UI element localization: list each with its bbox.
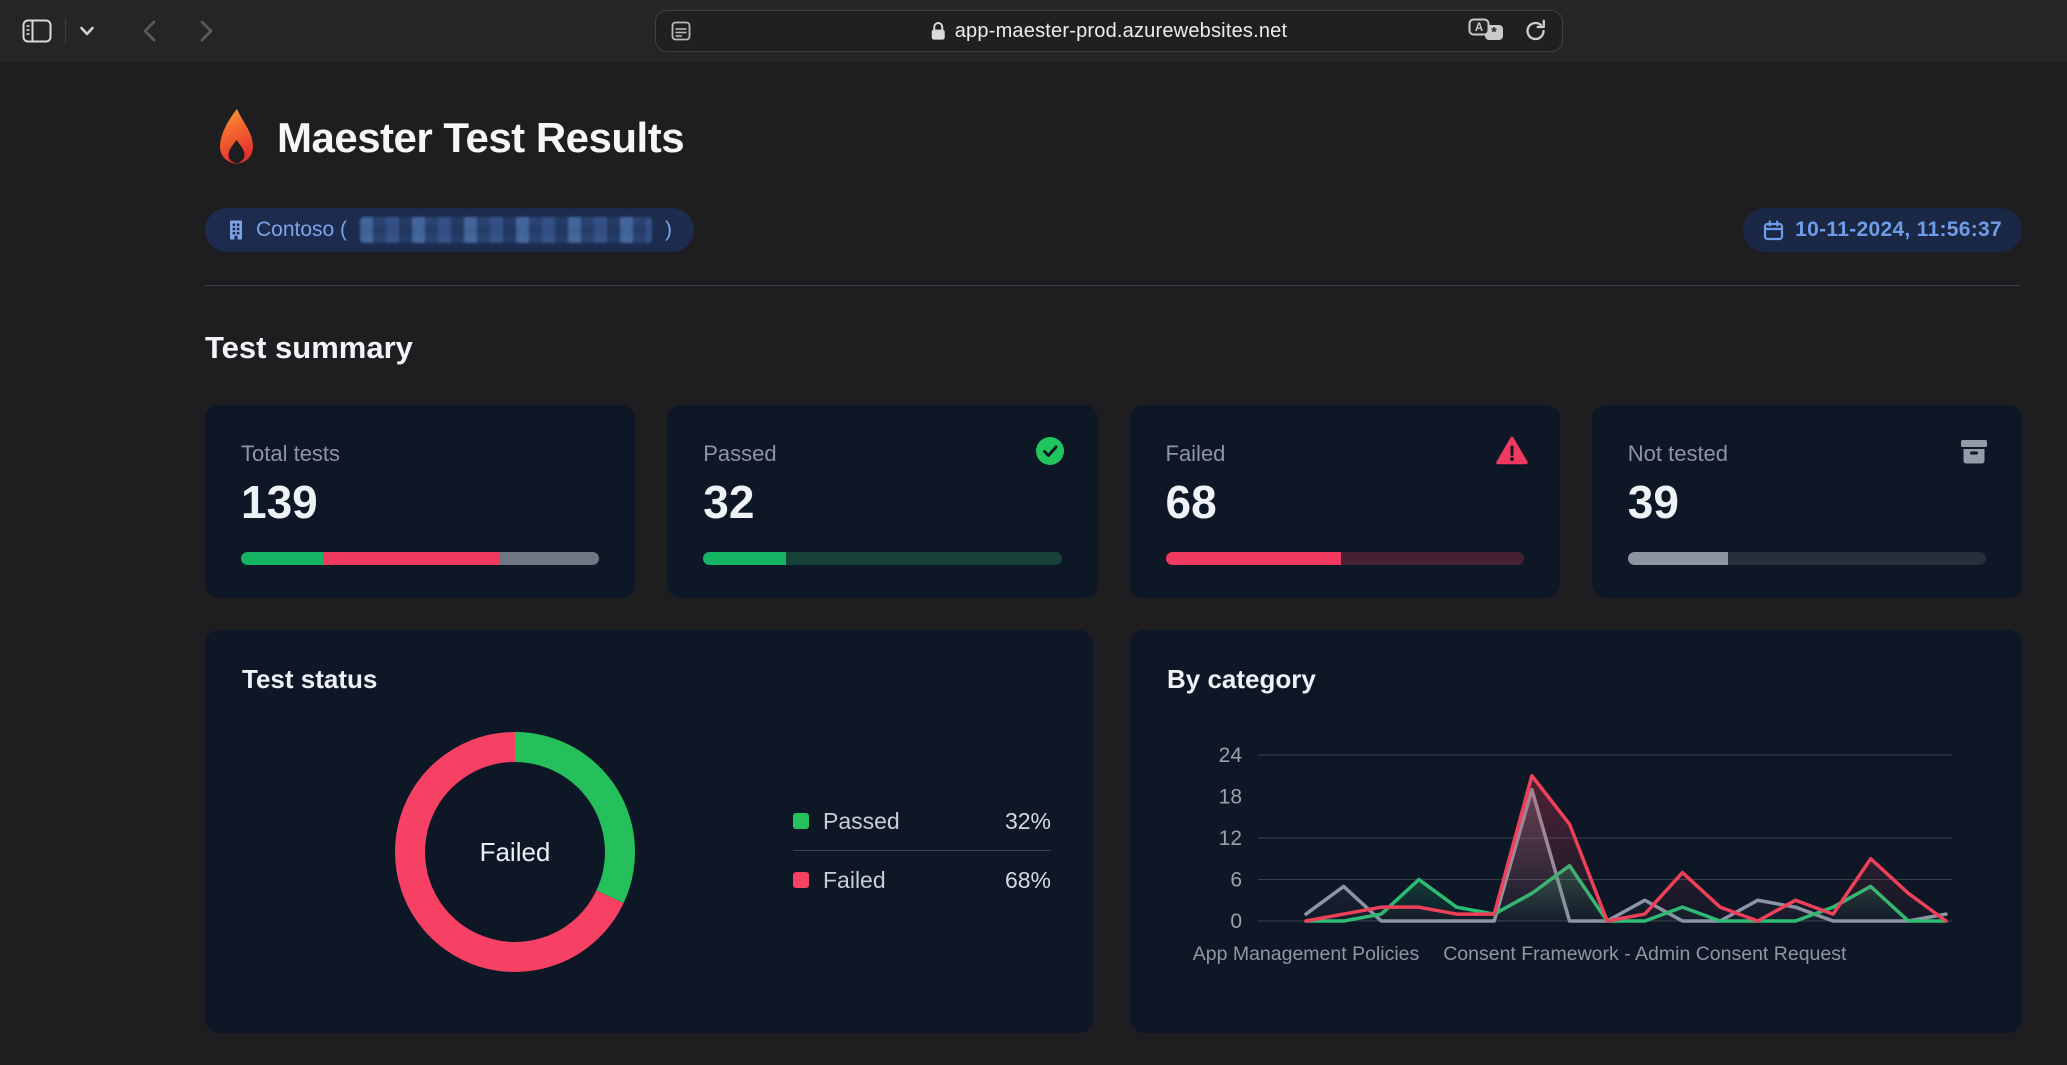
back-icon (143, 20, 156, 42)
chart-title: By category (1167, 664, 1316, 694)
browser-toolbar: app-maester-prod.azurewebsites.net * A (0, 0, 2067, 62)
failed-swatch (793, 872, 809, 888)
badge-row: Contoso () 10-11-2024, 11:56:37 (205, 208, 2022, 252)
stat-value: 39 (1627, 476, 1679, 528)
flame-icon (220, 109, 253, 164)
tenant-redacted-text (360, 217, 653, 243)
warning-triangle-icon (1496, 435, 1528, 467)
address-bar[interactable]: app-maester-prod.azurewebsites.net * A (655, 10, 1563, 52)
category-line-chart: 0 6 12 18 24 App Management Policies Consent F… (1193, 744, 1952, 965)
test-status-card: Test status Failed Passed 32% (205, 630, 1093, 1033)
stat-label: Total tests (241, 441, 341, 466)
stat-card-passed: Passed 32 (667, 405, 1098, 598)
sidebar-toggle-button[interactable] (22, 19, 52, 43)
translate-button[interactable]: * A (1468, 18, 1506, 44)
forward-icon (200, 20, 213, 42)
svg-text:App Management Policies: App Management Policies (1193, 943, 1420, 965)
donut-center-label: Failed (479, 836, 551, 867)
progress-segment (323, 552, 499, 565)
tenant-badge: Contoso () (205, 208, 695, 252)
calendar-icon (1764, 219, 1784, 240)
svg-text:*: * (1491, 24, 1497, 40)
translate-icon: * A (1468, 18, 1503, 40)
stat-card-failed: Failed 68 (1129, 405, 1560, 598)
archive-icon (1958, 435, 1990, 467)
page-title: Maester Test Results (277, 114, 685, 161)
stat-value: 68 (1165, 476, 1217, 528)
svg-text:6: 6 (1230, 869, 1242, 892)
legend-item-passed: Passed 32% (793, 802, 1051, 840)
lock-icon (931, 22, 945, 40)
svg-text:18: 18 (1219, 786, 1242, 809)
building-icon (230, 220, 242, 240)
svg-text:Consent Framework - Admin Cons: Consent Framework - Admin Consent Reques… (1443, 943, 1847, 965)
svg-text:A: A (1475, 22, 1483, 34)
donut-legend: Passed 32% Failed 68% (793, 802, 1051, 899)
tenant-name: Contoso ( (256, 218, 348, 241)
timestamp-text: 10-11-2024, 11:56:37 (1795, 218, 2002, 241)
stat-card-total: Total tests 139 (205, 405, 636, 598)
page-settings-icon[interactable] (670, 20, 692, 42)
stat-card-not-tested: Not tested 39 (1591, 405, 2022, 598)
reload-button[interactable] (1524, 19, 1548, 43)
progress-segment (1165, 552, 1342, 565)
progress-segment (1627, 552, 1729, 565)
tenant-suffix: ) (665, 218, 673, 241)
stat-value: 139 (241, 476, 318, 528)
progress-segment (498, 552, 600, 565)
stat-label: Not tested (1627, 441, 1729, 466)
stat-label: Failed (1165, 441, 1226, 466)
section-heading: Test summary (205, 330, 413, 365)
svg-text:0: 0 (1230, 910, 1242, 933)
stat-label: Passed (703, 441, 777, 466)
reload-icon (1526, 19, 1545, 41)
page: Maester Test Results Contoso () (0, 62, 2067, 1065)
passed-swatch (793, 813, 809, 829)
legend-item-failed: Failed 68% (793, 861, 1051, 899)
by-category-card: By category 0 6 12 18 24 App Management Polic… (1130, 630, 2022, 1033)
svg-text:24: 24 (1219, 744, 1243, 767)
donut-chart: Failed (365, 702, 665, 1002)
progress-bar (703, 552, 1062, 565)
forward-button[interactable] (199, 19, 215, 43)
legend-divider (793, 850, 1051, 851)
svg-text:12: 12 (1219, 827, 1242, 850)
tab-chevron-button[interactable] (79, 25, 95, 37)
header-divider (205, 285, 2020, 286)
check-circle-icon (1034, 435, 1066, 467)
progress-bar (1627, 552, 1986, 565)
progress-bar (1165, 552, 1524, 565)
timestamp-badge: 10-11-2024, 11:56:37 (1743, 208, 2022, 252)
chart-title: Test status (242, 664, 378, 694)
stat-card-row: Total tests 139 Passed 32 (205, 405, 2022, 598)
back-button[interactable] (141, 19, 157, 43)
sidebar-toggle-icon (22, 19, 52, 43)
url-text: app-maester-prod.azurewebsites.net (954, 19, 1288, 42)
progress-segment (703, 552, 786, 565)
tab-chevron-icon (80, 26, 94, 36)
stat-value: 32 (703, 476, 755, 528)
chart-row: Test status Failed Passed 32% (205, 630, 2022, 1033)
progress-segment (241, 552, 324, 565)
toolbar-divider (65, 18, 66, 44)
page-header: Maester Test Results (213, 108, 685, 168)
address-text[interactable]: app-maester-prod.azurewebsites.net (931, 20, 1288, 43)
progress-bar (241, 552, 600, 565)
